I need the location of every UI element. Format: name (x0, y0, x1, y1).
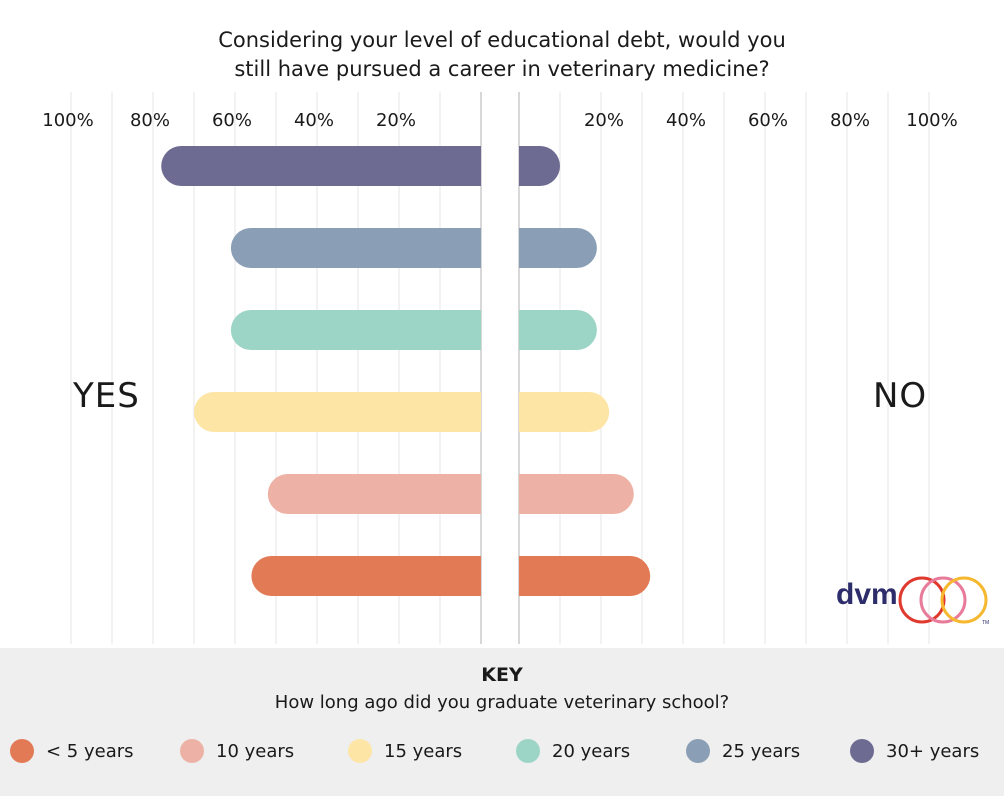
key-item: 15 years (348, 738, 462, 764)
diverging-bar-chart: 100% 80% 60% 40% 20% 20% 40% 60% 80% 100% (42, 92, 958, 644)
key-swatch (348, 739, 372, 763)
key-item: 20 years (516, 738, 630, 764)
key-label: 30+ years (886, 740, 980, 762)
key-subtitle: How long ago did you graduate veterinary… (274, 692, 730, 713)
key-swatch (686, 739, 710, 763)
no-tick-label: 100% (906, 110, 957, 131)
no-side-label: NO (873, 376, 928, 416)
svg-text:dvm: dvm (836, 578, 898, 611)
key-label: < 5 years (46, 740, 134, 762)
yes-bar-3 (194, 392, 481, 432)
no-bar-0 (519, 146, 560, 186)
chart-title-line-1: Considering your level of educational de… (218, 28, 786, 52)
yes-tick-label: 80% (130, 110, 170, 131)
key-item: < 5 years (10, 738, 134, 764)
key-item: 10 years (180, 738, 294, 764)
no-bar-5 (519, 556, 651, 596)
dvm360-logo: dvm TM (834, 562, 994, 636)
no-tick-label: 80% (830, 110, 870, 131)
svg-text:TM: TM (982, 620, 989, 626)
key-label: 25 years (722, 740, 801, 762)
key-item: 25 years (686, 738, 800, 764)
no-tick-label: 40% (666, 110, 706, 131)
no-tick-label: 60% (748, 110, 788, 131)
yes-side-label: YES (73, 376, 140, 416)
no-bar-1 (519, 228, 597, 268)
yes-bar-2 (230, 310, 481, 350)
key-swatch (10, 739, 34, 763)
yes-bar-4 (267, 474, 481, 514)
key-label: 10 years (216, 740, 295, 762)
no-tick-label: 20% (584, 110, 624, 131)
yes-bar-5 (251, 556, 481, 596)
key-item: 30+ years (850, 738, 979, 764)
key-label: 15 years (384, 740, 463, 762)
key-label: 20 years (552, 740, 631, 762)
key-swatch (850, 739, 874, 763)
key-swatch (516, 739, 540, 763)
no-bar-4 (519, 474, 634, 514)
yes-bar-0 (161, 146, 481, 186)
chart-title: Considering your level of educational de… (0, 26, 1004, 84)
no-bar-3 (519, 392, 610, 432)
yes-tick-label: 20% (376, 110, 416, 131)
key-swatch (180, 739, 204, 763)
key-panel: KEY How long ago did you graduate veteri… (0, 648, 1004, 796)
yes-tick-label: 100% (42, 110, 93, 131)
yes-tick-label: 60% (212, 110, 252, 131)
chart-title-line-2: still have pursued a career in veterinar… (234, 57, 770, 81)
yes-tick-label: 40% (294, 110, 334, 131)
yes-bar-1 (230, 228, 481, 268)
no-bar-2 (519, 310, 597, 350)
key-title: KEY (481, 664, 523, 686)
